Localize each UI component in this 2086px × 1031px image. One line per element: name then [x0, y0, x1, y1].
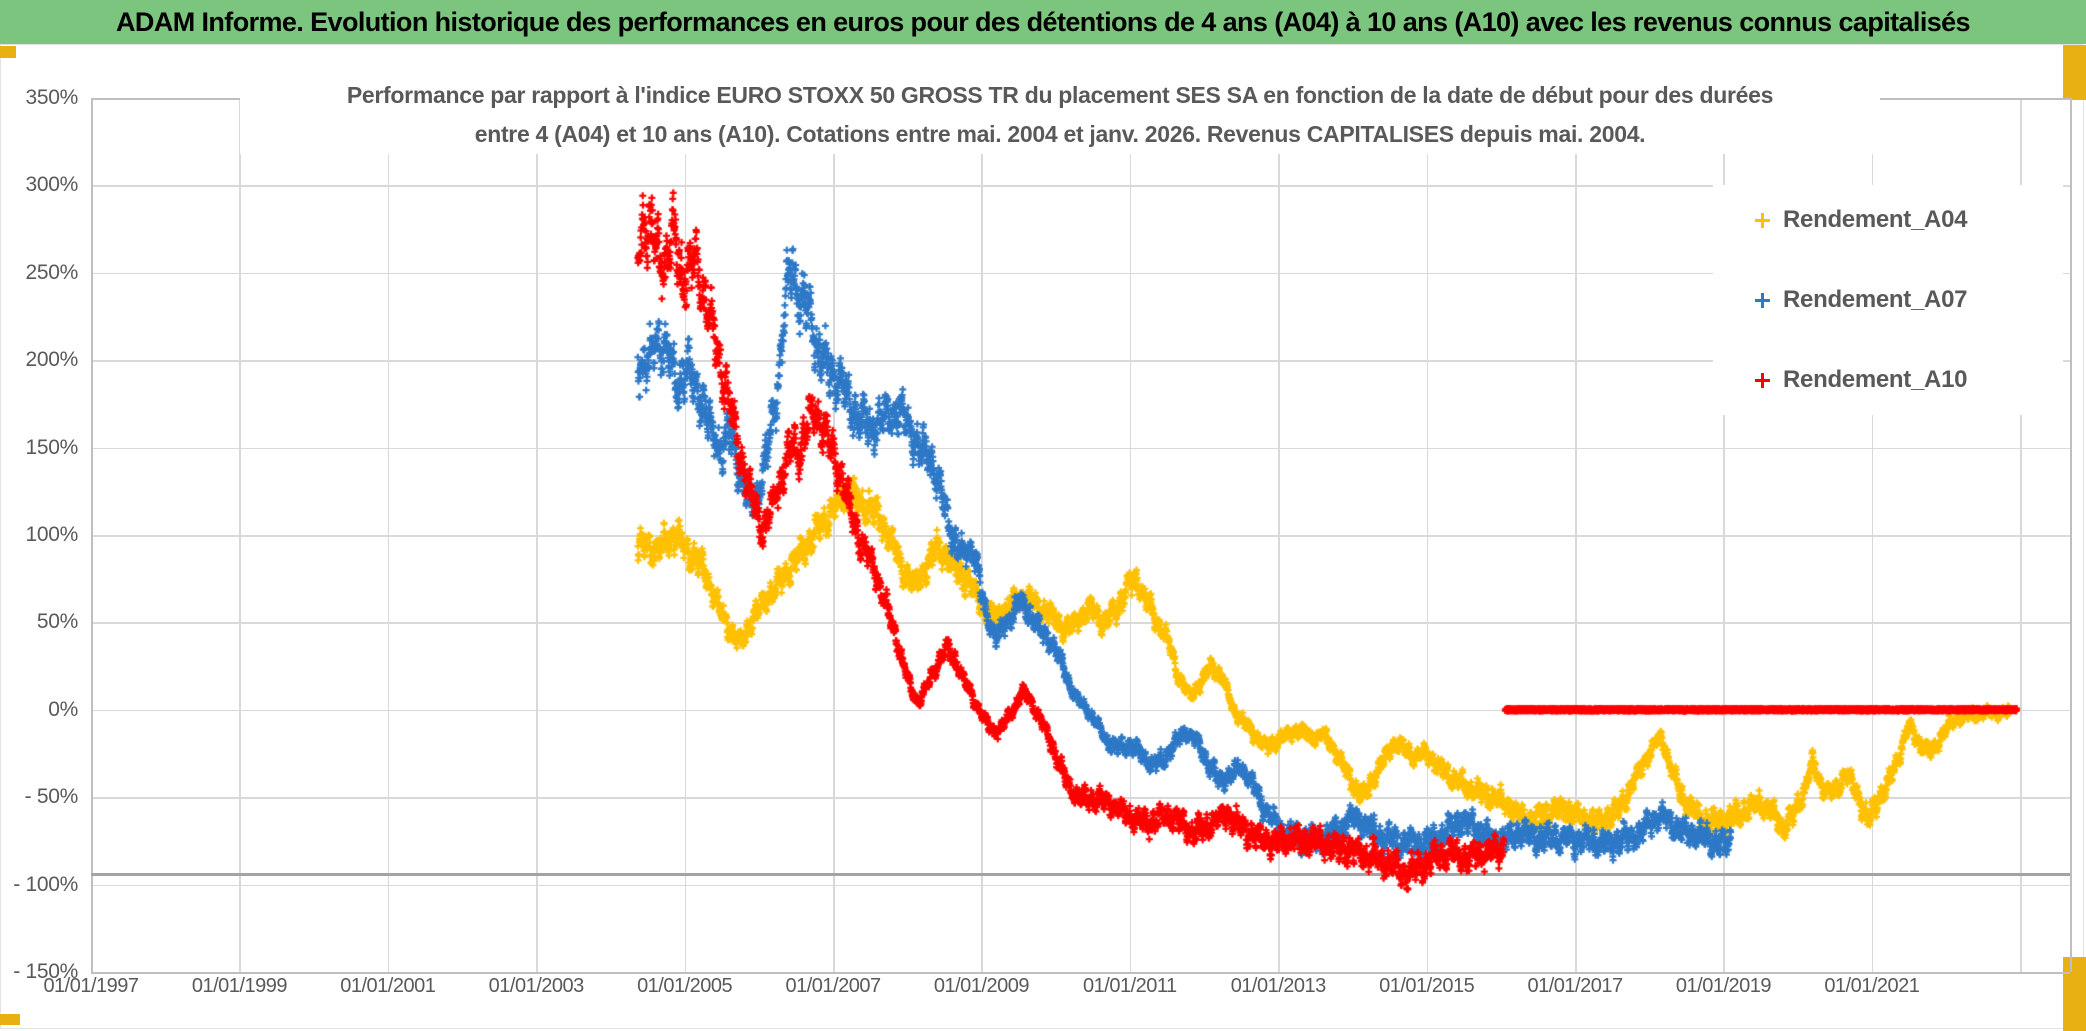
chart-title: Performance par rapport à l'indice EURO … — [240, 76, 1880, 154]
legend-item-rendement-a10[interactable]: Rendement_A10 — [1713, 357, 2063, 403]
plus-marker-icon — [1755, 372, 1770, 388]
chart-title-line2: entre 4 (A04) et 10 ans (A10). Cotations… — [474, 121, 1646, 147]
legend-label: Rendement_A10 — [1783, 366, 1968, 393]
legend-item-rendement-a04[interactable]: Rendement_A04 — [1713, 197, 2063, 243]
legend-label: Rendement_A07 — [1783, 286, 1968, 313]
legend-label: Rendement_A04 — [1783, 206, 1968, 233]
legend: Rendement_A04 Rendement_A07 Rendement_A1… — [1713, 185, 2063, 415]
chart-title-line1: Performance par rapport à l'indice EURO … — [346, 82, 1774, 108]
plus-marker-icon — [1755, 292, 1770, 308]
plus-marker-icon — [1755, 212, 1770, 228]
legend-item-rendement-a07[interactable]: Rendement_A07 — [1713, 277, 2063, 323]
